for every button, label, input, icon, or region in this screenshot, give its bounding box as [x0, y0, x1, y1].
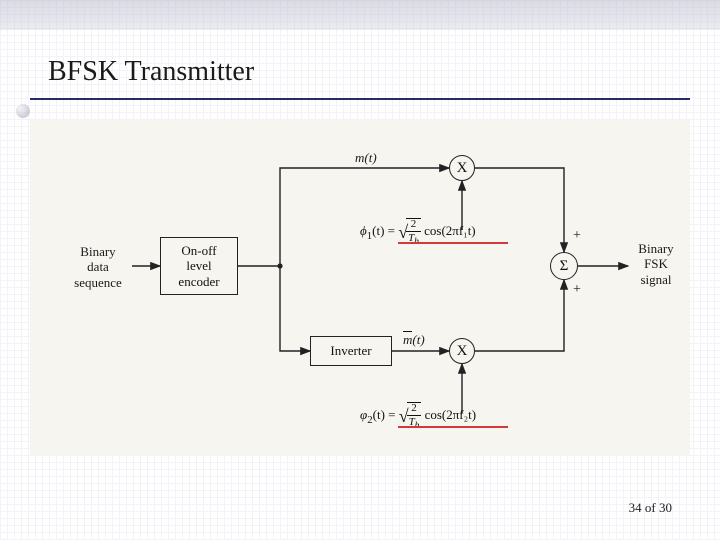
m-bar-suffix: (t) — [412, 332, 424, 347]
output-label-text: BinaryFSKsignal — [638, 241, 673, 287]
phi1-num: 2 — [409, 219, 419, 231]
encoder-box: On-offlevelencoder — [160, 237, 238, 295]
header-band — [0, 0, 720, 30]
phi1-sym: ϕ — [360, 223, 367, 238]
multiplier-2: X — [449, 338, 475, 364]
title-underline — [30, 98, 690, 100]
page-title: BFSK Transmitter — [48, 56, 254, 88]
encoder-label: On-offlevelencoder — [178, 243, 219, 290]
m-top-text: m(t) — [355, 150, 377, 165]
phi2-cos: cos(2πf₂t) — [421, 407, 476, 422]
inverter-label: Inverter — [330, 343, 371, 359]
summer: Σ — [550, 252, 578, 280]
multiplier-1: X — [449, 155, 475, 181]
plus-bottom: + — [573, 282, 581, 298]
input-label-line1: Binarydatasequence — [74, 244, 122, 290]
page-footer: 34 of 30 — [629, 500, 672, 516]
output-label: BinaryFSKsignal — [626, 241, 686, 287]
phi1-arg: (t) = — [372, 223, 398, 238]
phi1-underline — [398, 242, 508, 244]
plus-top: + — [573, 228, 581, 244]
phi2-arg: (t) = — [373, 407, 399, 422]
m-bar: m — [403, 332, 412, 347]
m-top-label: m(t) — [355, 150, 377, 165]
sum-symbol: Σ — [560, 258, 569, 275]
mult1-symbol: X — [457, 160, 468, 177]
m-bottom-label: m(t) — [403, 332, 425, 347]
phi1-cos: cos(2πf₁t) — [421, 223, 476, 238]
bfsk-diagram: Binarydatasequence On-offlevelencoder In… — [30, 120, 690, 455]
inverter-box: Inverter — [310, 336, 392, 366]
bullet-decoration — [16, 104, 30, 118]
phi2-num: 2 — [409, 403, 419, 415]
input-label: Binarydatasequence — [60, 244, 136, 290]
phi2-underline — [398, 426, 508, 428]
mult2-symbol: X — [457, 343, 468, 360]
